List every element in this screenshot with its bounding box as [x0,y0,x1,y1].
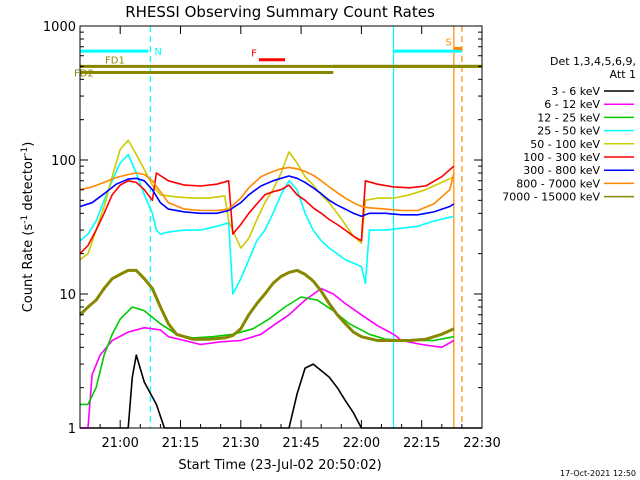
flag-label: S [446,37,452,48]
series-line [79,165,455,255]
series-line [80,287,455,429]
y-tick-label: 10 [59,288,76,303]
legend-entry-label: 3 - 6 keV [551,85,600,98]
series-line [80,354,482,429]
x-axis-label: Start Time (23-Jul-02 20:50:02) [178,458,381,473]
legend-entry-label: 100 - 300 keV [523,151,600,164]
x-axis: 21:00 21:15 21:30 21:45 22:00 22:15 22:30 [99,26,501,451]
flag-label: FD2 [74,68,94,79]
series-line [79,153,455,295]
plot-area: FD1 FD2 N F S [74,26,482,429]
x-tick-label: 22:00 [343,436,380,451]
y-tick-label: 1 [68,422,76,437]
x-tick-label: 21:00 [101,436,138,451]
series-line [78,268,455,342]
legend-entry-label: 800 - 7000 keV [516,177,600,190]
y-axis: 1 10 100 1000 [43,20,482,437]
legend-entry-label: 25 - 50 keV [537,125,600,138]
legend-entry-label: 7000 - 15000 keV [502,191,600,204]
y-axis-label: Count Rate (s-1 detector-1) [20,142,36,313]
x-tick-label: 22:30 [463,436,500,451]
series-line [79,166,455,212]
legend-entry-label: 50 - 100 keV [530,138,600,151]
legend-header-1: Det 1,3,4,5,6,9, [550,55,636,68]
legend-header-2: Att 1 [610,68,636,81]
legend-entry-label: 6 - 12 keV [544,98,600,111]
timestamp: 17-Oct-2021 12:50 [560,469,636,478]
series-line [80,296,455,406]
flag-label: N [154,47,161,58]
x-tick-label: 22:15 [403,436,440,451]
chart-title: RHESSI Observing Summary Count Rates [125,3,435,21]
x-tick-label: 21:45 [282,436,319,451]
flag-label: F [251,49,257,60]
series-line [79,175,455,218]
legend-entry-label: 12 - 25 keV [537,111,600,124]
x-tick-label: 21:15 [162,436,199,451]
series-line [79,139,455,261]
legend-entry-label: 300 - 800 keV [523,164,600,177]
x-tick-label: 21:30 [222,436,259,451]
flag-label: FD1 [105,55,125,66]
y-tick-label: 100 [51,154,76,169]
y-tick-label: 1000 [43,20,76,35]
